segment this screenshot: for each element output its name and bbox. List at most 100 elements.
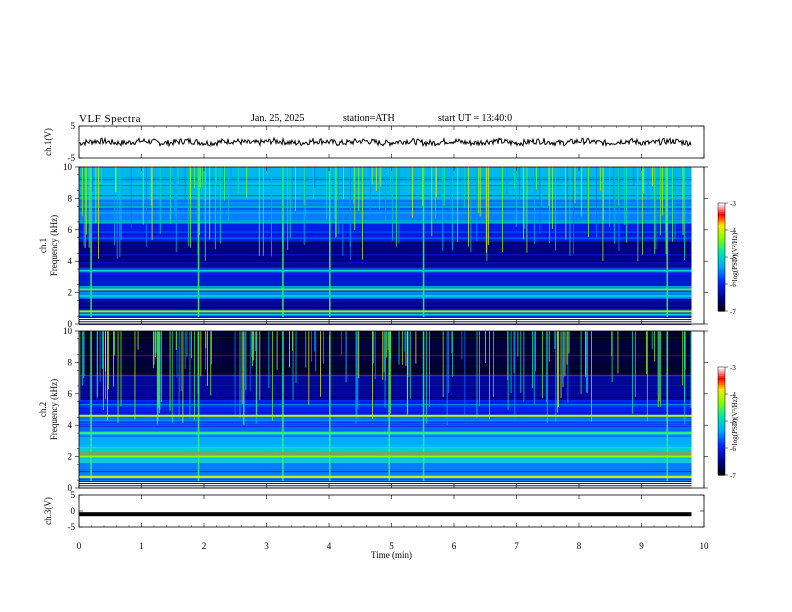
spectrogram-band <box>79 400 692 416</box>
spectrogram-streak <box>354 167 356 230</box>
spectrogram-streak <box>242 331 244 425</box>
spectrogram-streak <box>560 331 562 399</box>
spectrogram-streak <box>488 331 490 420</box>
colorbar-cell <box>718 435 725 438</box>
spectrogram-texture <box>79 468 692 471</box>
spectrogram-texture <box>79 254 692 256</box>
spectrogram-streak <box>373 331 374 363</box>
sferic-line <box>388 331 390 488</box>
spectrogram-streak <box>204 167 206 261</box>
colorbar-cell <box>718 388 725 391</box>
y-axis-label: ch.3(V) <box>43 497 53 525</box>
spectrogram-streak <box>343 167 345 200</box>
spectrogram-streak <box>256 331 258 417</box>
colorbar-cell <box>718 231 725 235</box>
spectrogram-streak <box>372 331 374 364</box>
spectrogram-streak <box>115 167 117 192</box>
colorbar-cell <box>718 428 725 431</box>
ch-trace <box>79 512 692 517</box>
spectrogram-streak <box>305 331 307 368</box>
spectrogram-streak <box>83 167 85 246</box>
spectrogram-streak <box>682 331 684 386</box>
colorbar-cell <box>718 451 725 454</box>
colorbar-tick-label: -6 <box>730 281 736 289</box>
colorbar-cell <box>718 390 725 393</box>
spectrogram-streak <box>117 167 119 197</box>
sferic-line <box>666 167 669 324</box>
spectrogram-streak <box>237 167 239 190</box>
spectrogram-streak <box>549 167 551 244</box>
spectrogram-streak <box>448 331 450 393</box>
low-freq-line <box>79 319 692 321</box>
spectrogram-streak <box>635 167 637 203</box>
y-tick-label: 6 <box>68 225 73 235</box>
spectrogram-streak <box>142 167 144 225</box>
colorbar-cell <box>718 298 725 301</box>
spectrogram-streak <box>253 331 254 361</box>
spectrogram-streak <box>311 331 312 362</box>
spectrogram-streak <box>190 331 192 359</box>
spectrogram-streak <box>655 167 657 250</box>
colorbar-cell <box>718 204 725 208</box>
spectral-line <box>79 310 692 313</box>
colorbar-cell <box>718 282 725 285</box>
colorbar-cell <box>718 412 725 415</box>
spectrogram-streak <box>658 331 660 402</box>
colorbar-cell <box>718 300 725 303</box>
colorbar-cell <box>718 302 725 305</box>
colorbar-tick-label: -4 <box>730 227 736 235</box>
colorbar-cell <box>718 367 725 370</box>
spectrogram-texture <box>79 419 692 421</box>
spectrogram-streak <box>581 167 583 217</box>
spectrogram-streak <box>169 167 171 223</box>
colorbar-cell <box>718 431 725 435</box>
spectrogram-texture <box>79 298 692 301</box>
spectrogram-streak <box>487 167 489 245</box>
spectrogram-streak <box>514 331 516 421</box>
colorbar-cell <box>718 208 725 211</box>
spectrogram-streak <box>470 167 472 253</box>
colorbar-tick-label: -5 <box>730 254 736 262</box>
spectrogram-streak <box>134 331 136 420</box>
spectrogram-streak <box>193 331 195 421</box>
colorbar-cell <box>718 413 725 417</box>
spectrogram-streak <box>618 167 619 206</box>
spectrogram-streak <box>374 331 376 380</box>
spectrogram-streak <box>524 167 526 229</box>
spectrogram-streak <box>463 167 465 209</box>
spectrogram-streak <box>159 331 161 410</box>
y-tick-label: 6 <box>68 389 73 399</box>
colorbar-cell <box>718 417 725 420</box>
spectrogram-streak <box>137 331 139 350</box>
spectrogram-streak <box>443 167 445 206</box>
spectrogram-streak <box>375 167 377 191</box>
sferic-line <box>329 331 331 488</box>
spectrogram-streak <box>174 167 176 217</box>
spectrogram-texture <box>79 267 692 269</box>
spectrogram-texture <box>79 279 692 281</box>
spectrogram-streak <box>199 167 201 188</box>
y-tick-label: 8 <box>68 193 73 203</box>
spectrogram-streak <box>646 331 648 422</box>
spectrogram-streak <box>205 331 207 370</box>
spectrogram-streak <box>634 331 636 397</box>
spectrogram-streak <box>308 331 310 405</box>
spectrogram-streak <box>485 331 486 364</box>
sferic-line <box>666 331 669 488</box>
colorbar-cell <box>718 219 725 222</box>
spectrogram-streak <box>603 167 605 220</box>
spectrogram-streak <box>684 331 686 425</box>
spectrogram-streak <box>523 331 525 402</box>
sferic-line <box>422 331 425 488</box>
x-tick-label: 2 <box>202 541 207 551</box>
spectrogram-streak <box>383 331 385 373</box>
spectrogram-texture <box>79 447 692 449</box>
spectrogram-streak <box>151 167 153 241</box>
spectrogram-streak <box>633 167 635 186</box>
no-data-area <box>691 331 704 488</box>
colorbar-cell <box>718 222 725 226</box>
spectrogram-band <box>79 447 692 463</box>
panel-frame-3 <box>78 494 705 528</box>
spectrogram-streak <box>204 167 206 201</box>
spectrogram-streak <box>107 331 109 389</box>
